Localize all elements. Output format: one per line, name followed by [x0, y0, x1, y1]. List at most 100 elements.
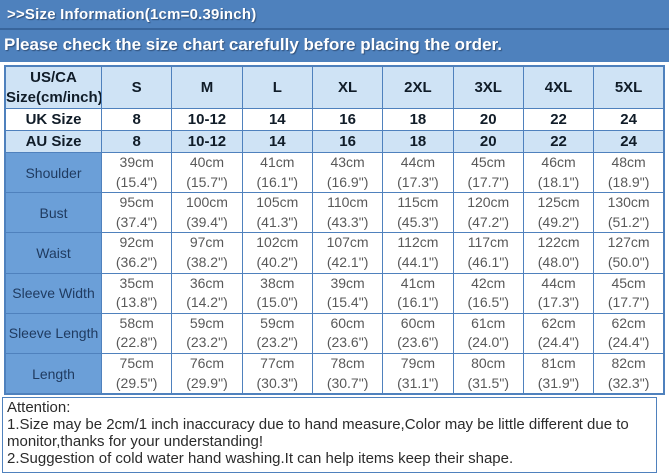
measurement-value-cell: 92cm (36.2") — [100, 232, 173, 274]
measurement-value-cell: 110cm (43.3") — [311, 192, 384, 234]
size-value-cell: 18 — [382, 108, 454, 131]
size-value-cell: 16 — [311, 108, 384, 131]
measurement-row-label: Waist — [4, 232, 102, 274]
corner-header: US/CA Size(cm/inch) — [4, 65, 102, 109]
measurement-value-cell: 105cm (41.3") — [241, 192, 313, 234]
measurement-value-cell: 100cm (39.4") — [171, 192, 243, 234]
measurement-row-label: Length — [4, 352, 102, 395]
measurement-value-cell: 44cm (17.3") — [522, 272, 595, 314]
measurement-value-cell: 41cm (16.1") — [241, 151, 313, 194]
size-row: AU Size 8 10-12 14 16 18 20 22 24 — [4, 130, 665, 153]
attention-title: Attention: — [7, 399, 71, 417]
measurement-value-cell: 81cm (31.9") — [522, 352, 595, 395]
measurement-value-cell: 42cm (16.5") — [452, 272, 524, 314]
size-value-cell: 18 — [382, 130, 454, 153]
size-information-title: >>Size Information(1cm=0.39inch) — [0, 0, 669, 30]
measurement-value-cell: 97cm (38.2") — [171, 232, 243, 274]
measurement-row: Waist 92cm (36.2") 97cm (38.2") 102cm (40.2… — [4, 232, 665, 274]
size-value-cell: 20 — [452, 130, 524, 153]
measurement-value-cell: 41cm (16.1") — [382, 272, 454, 314]
size-row-label: UK Size — [4, 108, 102, 131]
measurement-row-label: Shoulder — [4, 151, 102, 194]
measurement-value-cell: 36cm (14.2") — [171, 272, 243, 314]
measurement-value-cell: 59cm (23.2") — [171, 312, 243, 354]
measurement-value-cell: 115cm (45.3") — [382, 192, 454, 234]
size-column-header: 2XL — [382, 65, 454, 109]
measurement-value-cell: 43cm (16.9") — [311, 151, 384, 194]
size-column-header: L — [241, 65, 313, 109]
measurement-value-cell: 45cm (17.7") — [452, 151, 524, 194]
measurement-row-label: Bust — [4, 192, 102, 234]
size-value-cell: 22 — [522, 108, 595, 131]
measurement-value-cell: 62cm (24.4") — [593, 312, 665, 354]
size-value-cell: 20 — [452, 108, 524, 131]
size-column-header: 5XL — [593, 65, 665, 109]
size-value-cell: 24 — [593, 130, 665, 153]
measurement-value-cell: 39cm (15.4") — [311, 272, 384, 314]
size-value-cell: 10-12 — [171, 130, 243, 153]
measurement-value-cell: 40cm (15.7") — [171, 151, 243, 194]
banner: >>Size Information(1cm=0.39inch) Please … — [0, 0, 669, 62]
measurement-row-label: Sleeve Length — [4, 312, 102, 354]
attention-item-2: 2.Suggestion of cold water hand washing.… — [7, 449, 514, 467]
measurement-value-cell: 39cm (15.4") — [100, 151, 173, 194]
size-column-header: M — [171, 65, 243, 109]
measurement-value-cell: 58cm (22.8") — [100, 312, 173, 354]
measurement-value-cell: 75cm (29.5") — [100, 352, 173, 395]
measurement-row: Sleeve Length 58cm (22.8") 59cm (23.2") 59c… — [4, 312, 665, 354]
measurement-row-label: Sleeve Width — [4, 272, 102, 314]
measurement-value-cell: 122cm (48.0") — [522, 232, 595, 274]
measurement-row: Sleeve Width 35cm (13.8") 36cm (14.2") 38cm… — [4, 272, 665, 314]
size-table-head-row: US/CA Size(cm/inch) S M L XL 2XL 3XL 4XL 5XL — [4, 65, 665, 109]
size-table: US/CA Size(cm/inch) S M L XL 2XL 3XL 4XL 5XL UK … — [4, 65, 665, 396]
measurement-value-cell: 76cm (29.9") — [171, 352, 243, 395]
measurement-value-cell: 48cm (18.9") — [593, 151, 665, 194]
size-column-header: XL — [311, 65, 384, 109]
size-column-header: 4XL — [522, 65, 595, 109]
measurement-value-cell: 82cm (32.3") — [593, 352, 665, 395]
measurement-value-cell: 60cm (23.6") — [382, 312, 454, 354]
size-value-cell: 10-12 — [171, 108, 243, 131]
measurement-value-cell: 46cm (18.1") — [522, 151, 595, 194]
measurement-value-cell: 60cm (23.6") — [311, 312, 384, 354]
measurement-value-cell: 45cm (17.7") — [593, 272, 665, 314]
measurement-value-cell: 130cm (51.2") — [593, 192, 665, 234]
size-table-body: UK Size 8 10-12 14 16 18 20 22 24 AU Size 8 10-12 14… — [4, 108, 665, 395]
size-column-header: S — [100, 65, 173, 109]
measurement-value-cell: 125cm (49.2") — [522, 192, 595, 234]
size-value-cell: 16 — [311, 130, 384, 153]
size-value-cell: 14 — [241, 130, 313, 153]
measurement-value-cell: 35cm (13.8") — [100, 272, 173, 314]
measurement-row: Length 75cm (29.5") 76cm (29.9") 77cm (30.3… — [4, 352, 665, 395]
measurement-value-cell: 112cm (44.1") — [382, 232, 454, 274]
size-value-cell: 14 — [241, 108, 313, 131]
size-value-cell: 22 — [522, 130, 595, 153]
measurement-value-cell: 102cm (40.2") — [241, 232, 313, 274]
size-chart-notice: Please check the size chart carefully be… — [4, 35, 502, 54]
size-value-cell: 8 — [100, 108, 173, 131]
measurement-value-cell: 120cm (47.2") — [452, 192, 524, 234]
measurement-value-cell: 78cm (30.7") — [311, 352, 384, 395]
measurement-value-cell: 44cm (17.3") — [382, 151, 454, 194]
measurement-value-cell: 62cm (24.4") — [522, 312, 595, 354]
measurement-row: Shoulder 39cm (15.4") 40cm (15.7") 41cm (16… — [4, 151, 665, 194]
measurement-value-cell: 79cm (31.1") — [382, 352, 454, 395]
measurement-value-cell: 127cm (50.0") — [593, 232, 665, 274]
size-column-header: 3XL — [452, 65, 524, 109]
size-value-cell: 24 — [593, 108, 665, 131]
attention-box: Attention: 1.Size may be 2cm/1 inch inac… — [2, 397, 657, 473]
measurement-value-cell: 80cm (31.5") — [452, 352, 524, 395]
size-value-cell: 8 — [100, 130, 173, 153]
measurement-value-cell: 38cm (15.0") — [241, 272, 313, 314]
measurement-value-cell: 61cm (24.0") — [452, 312, 524, 354]
size-row: UK Size 8 10-12 14 16 18 20 22 24 — [4, 108, 665, 131]
measurement-value-cell: 77cm (30.3") — [241, 352, 313, 395]
measurement-value-cell: 59cm (23.2") — [241, 312, 313, 354]
measurement-row: Bust 95cm (37.4") 100cm (39.4") 105cm (41.3… — [4, 192, 665, 234]
measurement-value-cell: 117cm (46.1") — [452, 232, 524, 274]
measurement-value-cell: 95cm (37.4") — [100, 192, 173, 234]
attention-item-1: 1.Size may be 2cm/1 inch inaccuracy due … — [7, 416, 629, 450]
size-row-label: AU Size — [4, 130, 102, 153]
measurement-value-cell: 107cm (42.1") — [311, 232, 384, 274]
